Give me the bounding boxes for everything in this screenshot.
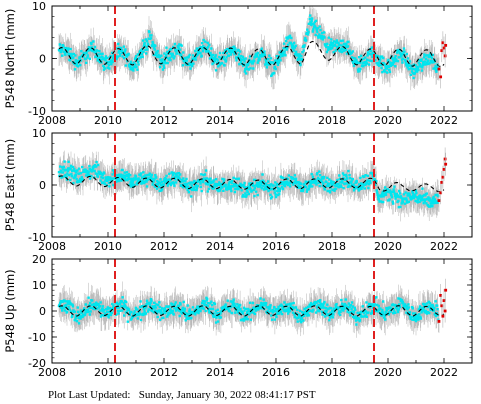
- x-tick-label: 2008: [38, 114, 66, 127]
- recent-point: [443, 309, 447, 313]
- x-tick-label: 2020: [374, 114, 402, 127]
- x-tick-label: 2022: [430, 240, 458, 253]
- model-curve: [58, 175, 445, 193]
- recent-point: [437, 320, 441, 323]
- recent-point: [442, 46, 446, 50]
- recent-point: [439, 75, 443, 79]
- data-points: [57, 160, 440, 209]
- x-tick-label: 2012: [150, 366, 178, 379]
- recent-point: [440, 181, 444, 184]
- recent-point: [443, 157, 447, 161]
- panel-3: 2008 2010 2012 2014 2016 2018 2020 2022 -20 -10 0 1…: [3, 253, 473, 379]
- y-tick-label: -10: [28, 231, 46, 244]
- model-curve: [58, 41, 445, 68]
- recent-point: [441, 175, 445, 179]
- x-tick-label: 2012: [150, 114, 178, 127]
- x-tick-label: 2014: [206, 366, 234, 379]
- x-tick-label: 2018: [318, 114, 346, 127]
- y-axis-label: P548 East (mm): [3, 139, 17, 231]
- recent-point: [440, 49, 444, 53]
- recent-point: [443, 54, 447, 58]
- recent-point: [444, 162, 448, 166]
- x-tick-label: 2010: [94, 114, 122, 127]
- model-curve: [58, 305, 445, 317]
- recent-point: [441, 314, 445, 318]
- y-axis-label: P548 Up (mm): [3, 269, 17, 352]
- x-tick-label: 2018: [318, 240, 346, 253]
- panel-1: 2008 2010 2012 2014 2016 2018 2020 2022 -10 0 10 P5…: [3, 0, 473, 127]
- x-tick-label: 2010: [94, 240, 122, 253]
- recent-point: [442, 299, 446, 302]
- x-tick-label: 2020: [374, 366, 402, 379]
- x-tick-label: 2022: [430, 366, 458, 379]
- footer-timestamp: Sunday, January 30, 2022 08:41:17 PST: [138, 389, 316, 401]
- x-tick-label: 2008: [38, 366, 66, 379]
- data-layer: [57, 278, 448, 338]
- recent-point: [440, 304, 444, 308]
- y-tick-label: -20: [28, 357, 46, 370]
- y-axis-label: P548 North (mm): [3, 9, 17, 109]
- footer: Plot Last Updated: Sunday, January 30, 2…: [48, 389, 316, 401]
- y-tick-label: 20: [32, 253, 46, 266]
- x-tick-label: 2012: [150, 240, 178, 253]
- footer-label: Plot Last Updated:: [48, 389, 131, 401]
- y-tick-label: -10: [28, 105, 46, 118]
- recent-point: [444, 43, 448, 47]
- x-tick-label: 2016: [262, 240, 290, 253]
- data-points: [57, 296, 440, 326]
- recent-point: [441, 41, 445, 45]
- x-tick-label: 2020: [374, 240, 402, 253]
- x-tick-label: 2022: [430, 114, 458, 127]
- x-tick-label: 2010: [94, 366, 122, 379]
- y-tick-label: 0: [39, 179, 46, 192]
- data-layer: [57, 147, 448, 222]
- recent-point: [442, 168, 446, 171]
- x-tick-label: 2014: [206, 240, 234, 253]
- recent-point: [439, 294, 443, 297]
- y-tick-label: -10: [28, 331, 46, 344]
- recent-point: [437, 199, 441, 202]
- y-tick-label: 10: [32, 127, 46, 140]
- y-tick-label: 10: [32, 0, 46, 13]
- x-tick-label: 2008: [38, 240, 66, 253]
- y-tick-label: 0: [39, 305, 46, 318]
- y-tick-label: 10: [32, 279, 46, 292]
- x-tick-label: 2018: [318, 366, 346, 379]
- panel-2: 2008 2010 2012 2014 2016 2018 2020 2022 -10 0 10 P5…: [3, 127, 473, 253]
- recent-point: [437, 67, 441, 71]
- data-layer: [57, 6, 448, 91]
- recent-point: [444, 288, 448, 292]
- data-points: [57, 14, 440, 80]
- recent-point: [439, 191, 443, 195]
- x-tick-label: 2016: [262, 114, 290, 127]
- x-tick-label: 2016: [262, 366, 290, 379]
- x-tick-label: 2014: [206, 114, 234, 127]
- y-tick-label: 0: [39, 53, 46, 66]
